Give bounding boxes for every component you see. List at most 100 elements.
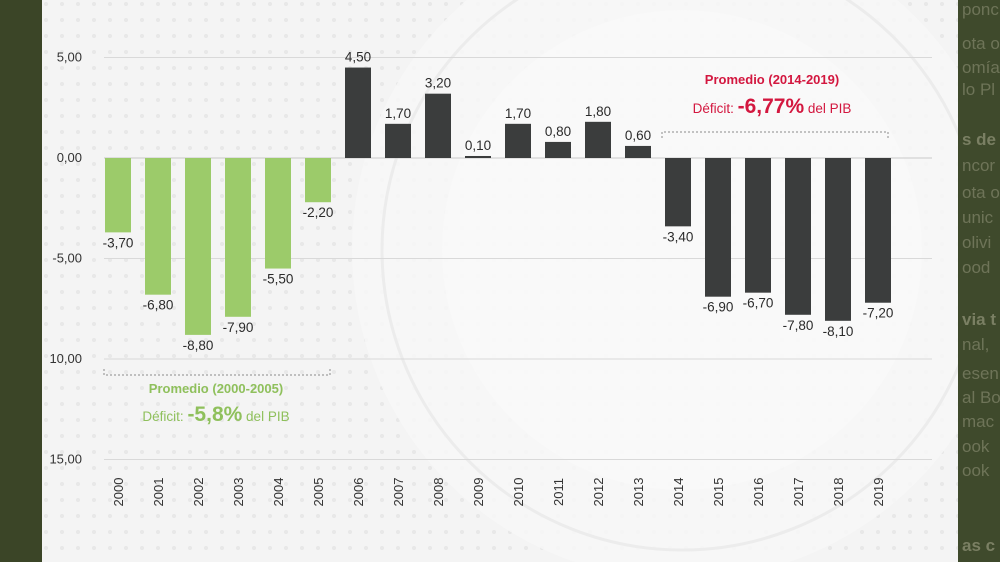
x-tick-label: 2008: [431, 478, 446, 507]
label-layer: -3,70 2000 -6,80 2001 -8,80 2002 -7,90 2003 -5,5…: [103, 50, 894, 507]
deficit-suffix: del PIB: [242, 409, 289, 424]
bar: [825, 158, 851, 321]
side-text-line: olivi: [962, 233, 992, 252]
x-tick-label: 2016: [751, 478, 766, 507]
annotation-deficit: Déficit: -5,8% del PIB: [142, 403, 289, 426]
value-label: 1,70: [385, 106, 411, 121]
x-tick-label: 2010: [511, 478, 526, 507]
annotation-deficit: Déficit: -6,77% del PIB: [693, 95, 852, 118]
bar: [505, 123, 531, 158]
bar: [665, 158, 691, 227]
value-label: -6,70: [743, 296, 774, 311]
value-label: -3,40: [663, 229, 694, 244]
value-label: 1,70: [505, 106, 531, 121]
x-tick-label: 2001: [151, 478, 166, 507]
side-text-line: ponc: [962, 0, 999, 19]
value-label: -3,70: [103, 235, 134, 250]
x-tick-label: 2011: [551, 478, 566, 506]
bar: [465, 155, 491, 158]
value-label: -5,50: [263, 272, 294, 287]
bar: [785, 158, 811, 315]
x-tick-label: 2019: [871, 478, 886, 507]
value-label: -7,90: [223, 320, 254, 335]
value-label: 0,80: [545, 124, 571, 139]
value-label: 1,80: [585, 104, 611, 119]
side-text-line: s de: [962, 130, 997, 149]
side-text-line: as c: [962, 536, 996, 555]
x-tick-label: 2009: [471, 478, 486, 507]
value-label: -2,20: [303, 205, 334, 220]
value-label: 0,10: [465, 138, 491, 153]
bar: [185, 158, 211, 335]
value-label: -6,90: [703, 300, 734, 315]
x-tick-label: 2017: [791, 478, 806, 507]
side-text-line: ood: [962, 258, 991, 277]
bar: [745, 158, 771, 293]
x-tick-label: 2000: [111, 478, 126, 507]
value-label: -6,80: [143, 298, 174, 313]
value-label: -7,20: [863, 306, 894, 321]
x-tick-label: 2003: [231, 478, 246, 507]
x-tick-label: 2002: [191, 478, 206, 507]
side-text-line: ota o: [962, 183, 1000, 202]
bar: [105, 158, 131, 233]
bar: [345, 67, 371, 158]
value-label: 4,50: [345, 50, 371, 65]
side-text-line: nal,: [962, 335, 990, 354]
right-side-text: ponc ota o omía lo Pl s de ncor ota o unic olivi…: [958, 0, 1000, 562]
value-label: 3,20: [425, 76, 451, 91]
value-label: 0,60: [625, 128, 651, 143]
side-text-line: esen: [962, 364, 999, 383]
bar: [625, 145, 651, 158]
deficit-value: -5,8%: [187, 403, 242, 426]
side-text-line: ncor: [962, 156, 996, 175]
y-tick-label: 10,00: [49, 351, 82, 366]
deficit-suffix: del PIB: [804, 101, 851, 116]
y-tick-label: 15,00: [49, 452, 82, 467]
bar: [865, 158, 891, 303]
x-tick-label: 2015: [711, 478, 726, 507]
y-tick-label: 0,00: [57, 150, 82, 165]
side-text-line: ook: [962, 461, 990, 480]
y-tick-label: -5,00: [52, 251, 82, 266]
side-text-line: unic: [962, 208, 994, 227]
side-text-line: al Bo: [962, 388, 1000, 407]
side-text-line: ook: [962, 437, 990, 456]
side-text-line: lo Pl: [962, 80, 996, 99]
bar: [545, 141, 571, 158]
side-text-line: ota o: [962, 34, 1000, 53]
value-label: -8,10: [823, 324, 854, 339]
x-tick-label: 2012: [591, 478, 606, 507]
bar: [305, 158, 331, 203]
bar: [225, 158, 251, 317]
deficit-prefix: Déficit:: [693, 101, 738, 116]
x-tick-label: 2013: [631, 478, 646, 507]
bar-layer: [105, 67, 891, 335]
chart-panel: 5,00 0,00 -5,00 10,00 15,00 -3,70 2000 -6,80 20…: [42, 0, 958, 562]
x-tick-label: 2005: [311, 478, 326, 507]
annotation-layer: Promedio (2000-2005) Déficit: -5,8% del P…: [103, 72, 889, 426]
annotation-title: Promedio (2014-2019): [705, 72, 839, 87]
value-label: -8,80: [183, 338, 214, 353]
value-label: -7,80: [783, 318, 814, 333]
bar: [385, 123, 411, 158]
deficit-value: -6,77%: [738, 95, 805, 118]
x-tick-label: 2014: [671, 478, 686, 507]
annotation-title: Promedio (2000-2005): [149, 381, 283, 396]
bar: [145, 158, 171, 295]
bar: [705, 158, 731, 297]
x-tick-label: 2007: [391, 478, 406, 507]
x-tick-label: 2018: [831, 478, 846, 507]
side-text-line: via t: [962, 310, 997, 329]
y-tick-label: 5,00: [57, 50, 82, 65]
bar: [265, 158, 291, 269]
bar: [425, 93, 451, 158]
x-tick-label: 2004: [271, 478, 286, 507]
deficit-prefix: Déficit:: [142, 409, 187, 424]
side-text-line: mac: [962, 412, 995, 431]
x-tick-label: 2006: [351, 478, 366, 507]
bar: [585, 121, 611, 158]
bar-chart: 5,00 0,00 -5,00 10,00 15,00 -3,70 2000 -6,80 20…: [42, 0, 958, 562]
left-border: [0, 0, 42, 562]
side-text-line: omía: [962, 58, 1000, 77]
